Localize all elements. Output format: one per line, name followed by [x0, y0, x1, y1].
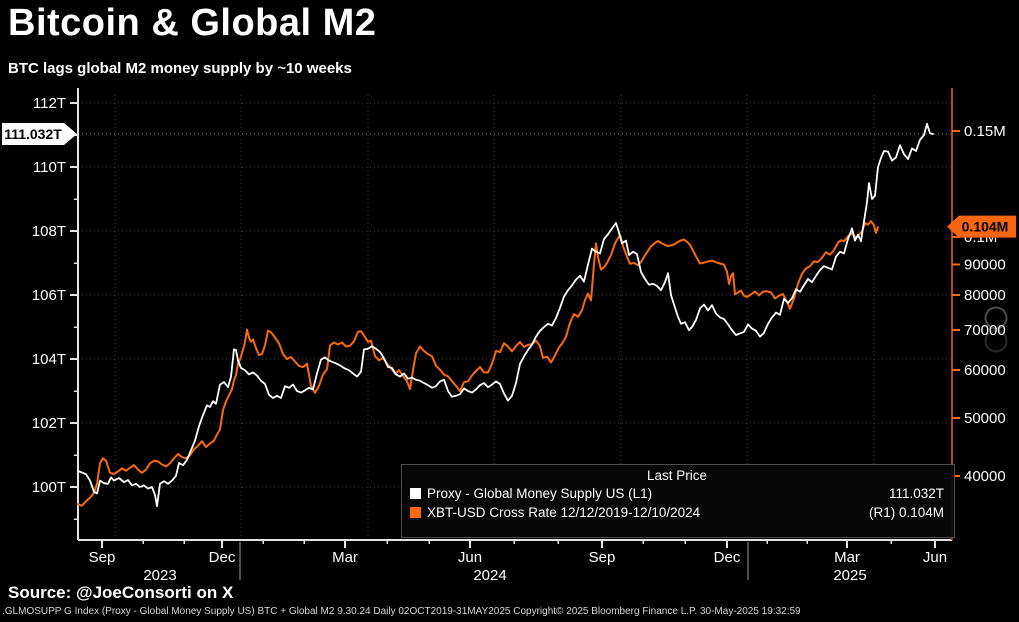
- right-axis-tick-label: 40000: [964, 468, 1006, 485]
- svg-text:111.032T: 111.032T: [4, 126, 62, 142]
- chart-subtitle: BTC lags global M2 money supply by ~10 w…: [8, 60, 352, 77]
- left-axis-tick-label: 102T: [32, 415, 66, 432]
- x-axis-month-label: Dec: [714, 549, 741, 566]
- global-m2-line: [77, 122, 934, 508]
- left-axis-tick-label: 110T: [33, 159, 66, 176]
- page-title: Bitcoin & Global M2: [8, 2, 377, 44]
- right-axis-tick-label: 50000: [964, 410, 1006, 427]
- btc-series-swatch: [410, 507, 421, 518]
- right-axis-tick-label: 80000: [964, 287, 1006, 304]
- x-axis-month-label: Mar: [834, 549, 860, 566]
- legend-title: Last Price: [646, 468, 708, 483]
- x-axis-month-label: Mar: [332, 549, 358, 566]
- legend-row-m2[interactable]: Proxy - Global Money Supply US (L1) 111.…: [410, 484, 944, 503]
- left-axis-tick-label: 100T: [32, 479, 66, 496]
- bloomberg-footer: .GLMOSUPP G Index (Proxy - Global Money …: [2, 606, 801, 617]
- m2-series-swatch: [410, 488, 421, 499]
- last-price-badge-left: 111.032T: [2, 122, 77, 145]
- right-axis: 0.15M0.1M900008000070000600005000040000: [952, 123, 1006, 485]
- x-axis-month-label: Dec: [209, 549, 236, 566]
- right-axis-tick-label: 0.15M: [964, 123, 1006, 140]
- x-axis: Sep Dec Mar Jun Sep Dec Mar Jun 2023 2024 2025: [89, 540, 947, 584]
- left-axis-tick-label: 104T: [32, 351, 66, 368]
- left-axis-tick-label: 108T: [32, 223, 66, 240]
- svg-text:0.104M: 0.104M: [962, 219, 1009, 235]
- x-axis-year-label: 2023: [143, 567, 176, 584]
- legend-row-btc[interactable]: XBT-USD Cross Rate 12/12/2019-12/10/2024…: [410, 503, 944, 522]
- btc-series-last-price: (R1) 0.104M: [868, 505, 944, 520]
- btc-price-line: [77, 220, 879, 507]
- left-axis: 112T 110T 108T 106T 104T 102T 100T: [32, 95, 78, 520]
- x-axis-year-label: 2024: [473, 567, 506, 584]
- chart-legend: Last Price Proxy - Global Money Supply U…: [401, 464, 955, 538]
- left-axis-tick-label: 106T: [32, 287, 66, 304]
- right-axis-tick-label: 70000: [964, 322, 1006, 339]
- right-axis-tick-label: 90000: [964, 256, 1006, 273]
- source-attribution: Source: @JoeConsorti on X: [8, 583, 234, 602]
- x-axis-month-label: Jun: [458, 549, 482, 566]
- left-axis-tick-label: 112T: [33, 95, 66, 112]
- x-axis-month-label: Jun: [923, 549, 947, 566]
- last-price-badge-right: 0.104M: [947, 215, 1016, 238]
- m2-series-last-price: 111.032T: [888, 486, 944, 501]
- btc-series-label: XBT-USD Cross Rate 12/12/2019-12/10/2024: [427, 505, 701, 520]
- x-axis-month-label: Sep: [589, 549, 616, 566]
- right-axis-tick-label: 60000: [964, 362, 1006, 379]
- x-axis-year-label: 2025: [833, 567, 866, 584]
- watermark-rings: [984, 306, 1008, 353]
- m2-series-label: Proxy - Global Money Supply US (L1): [427, 486, 653, 501]
- x-axis-month-label: Sep: [89, 549, 116, 566]
